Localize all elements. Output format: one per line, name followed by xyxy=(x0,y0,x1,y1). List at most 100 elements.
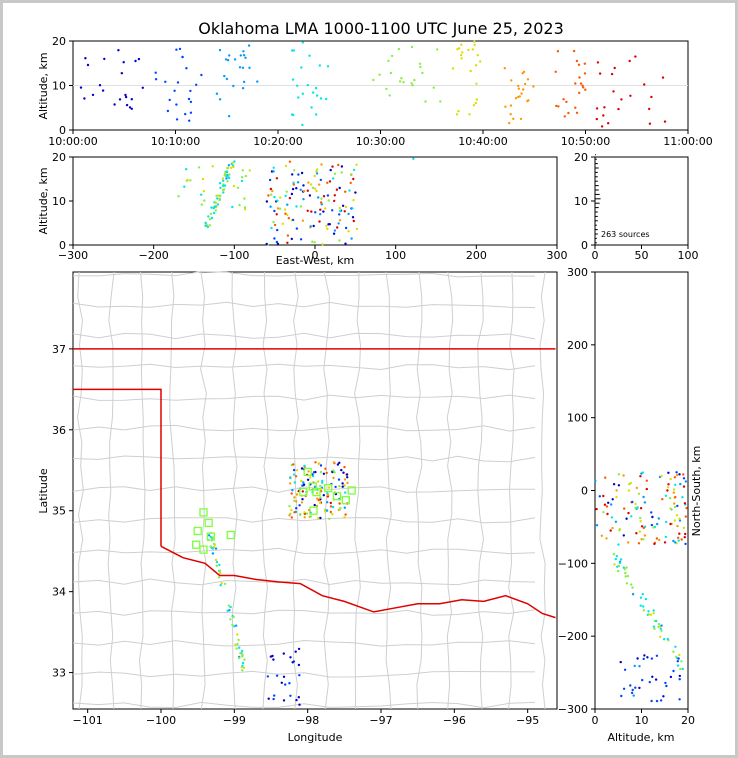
county-line xyxy=(72,578,536,586)
source-point xyxy=(299,238,303,241)
y-tick-label: 20 xyxy=(52,35,66,48)
source-point xyxy=(214,558,218,562)
source-point xyxy=(210,216,214,220)
source-point xyxy=(319,496,322,499)
source-point xyxy=(324,467,327,470)
source-point xyxy=(554,70,557,74)
station-marker xyxy=(324,483,333,493)
source-point xyxy=(338,219,342,222)
station-marker xyxy=(206,532,216,541)
source-point xyxy=(203,199,206,202)
source-point xyxy=(267,697,270,700)
county-line xyxy=(72,670,536,678)
y-tick-label: 300 xyxy=(567,266,588,279)
source-point xyxy=(328,180,332,183)
source-point xyxy=(309,515,313,518)
source-point xyxy=(302,481,305,484)
source-point xyxy=(656,522,659,526)
source-point xyxy=(318,183,321,186)
source-point xyxy=(338,213,341,216)
source-point xyxy=(301,92,304,95)
source-point xyxy=(339,209,342,213)
source-point xyxy=(103,57,106,61)
x-tick-label: −95 xyxy=(516,714,539,727)
source-point xyxy=(641,471,644,474)
source-point xyxy=(231,623,234,627)
source-point xyxy=(663,541,667,544)
source-point xyxy=(320,163,323,166)
source-point xyxy=(292,181,295,184)
source-point xyxy=(272,166,275,169)
source-point xyxy=(209,545,212,548)
source-point xyxy=(350,173,353,176)
panel-histogram: 0 50 100 0 10 20 263 sources xyxy=(574,151,699,262)
source-point xyxy=(227,166,230,170)
source-point xyxy=(556,50,560,53)
source-point xyxy=(226,59,230,62)
source-point xyxy=(630,515,633,518)
source-point xyxy=(397,47,401,51)
source-point xyxy=(666,637,669,641)
county-line xyxy=(508,271,515,710)
source-point xyxy=(284,194,287,198)
source-point xyxy=(338,186,341,190)
source-point xyxy=(228,173,231,176)
source-point xyxy=(287,217,290,220)
source-point xyxy=(101,89,105,92)
source-point xyxy=(232,184,236,188)
source-point xyxy=(275,177,279,180)
source-point xyxy=(655,619,658,623)
source-point xyxy=(210,206,213,209)
source-point xyxy=(79,86,83,89)
source-point xyxy=(337,478,341,481)
source-point xyxy=(228,609,231,612)
source-point xyxy=(317,517,320,520)
source-point xyxy=(176,81,180,84)
source-point xyxy=(243,206,247,209)
source-point xyxy=(288,682,291,685)
source-point xyxy=(313,503,316,507)
source-point xyxy=(667,471,670,474)
source-point xyxy=(519,117,523,121)
source-point xyxy=(572,49,576,53)
source-point xyxy=(211,165,214,168)
source-point xyxy=(231,205,234,209)
source-point xyxy=(83,97,86,100)
source-point xyxy=(668,496,672,500)
source-point xyxy=(612,483,616,486)
source-point xyxy=(229,618,232,621)
source-point xyxy=(324,508,327,511)
source-point xyxy=(652,609,655,612)
source-point xyxy=(390,54,394,58)
source-point xyxy=(634,55,637,58)
source-point xyxy=(301,41,304,44)
source-point xyxy=(660,474,663,478)
source-point xyxy=(272,220,275,224)
source-point xyxy=(618,561,622,565)
source-point xyxy=(412,157,415,160)
source-point xyxy=(595,117,598,121)
source-point xyxy=(295,698,298,702)
source-point xyxy=(613,66,616,70)
source-point xyxy=(320,197,323,200)
source-point xyxy=(578,91,581,95)
source-point xyxy=(676,664,680,667)
source-point xyxy=(238,203,241,207)
source-point xyxy=(311,240,314,243)
source-point xyxy=(461,51,464,54)
source-point xyxy=(398,80,402,83)
county-line xyxy=(72,363,536,371)
source-point xyxy=(652,526,655,529)
source-point xyxy=(348,189,351,192)
source-point xyxy=(336,226,339,229)
source-point xyxy=(607,501,610,504)
source-point xyxy=(128,106,132,109)
source-point xyxy=(310,210,313,213)
source-point xyxy=(633,664,636,668)
x-tick-label: −99 xyxy=(223,714,246,727)
source-point xyxy=(319,213,322,216)
source-point xyxy=(475,98,478,101)
source-point xyxy=(631,586,634,589)
source-point xyxy=(642,609,646,612)
source-point xyxy=(319,178,322,182)
